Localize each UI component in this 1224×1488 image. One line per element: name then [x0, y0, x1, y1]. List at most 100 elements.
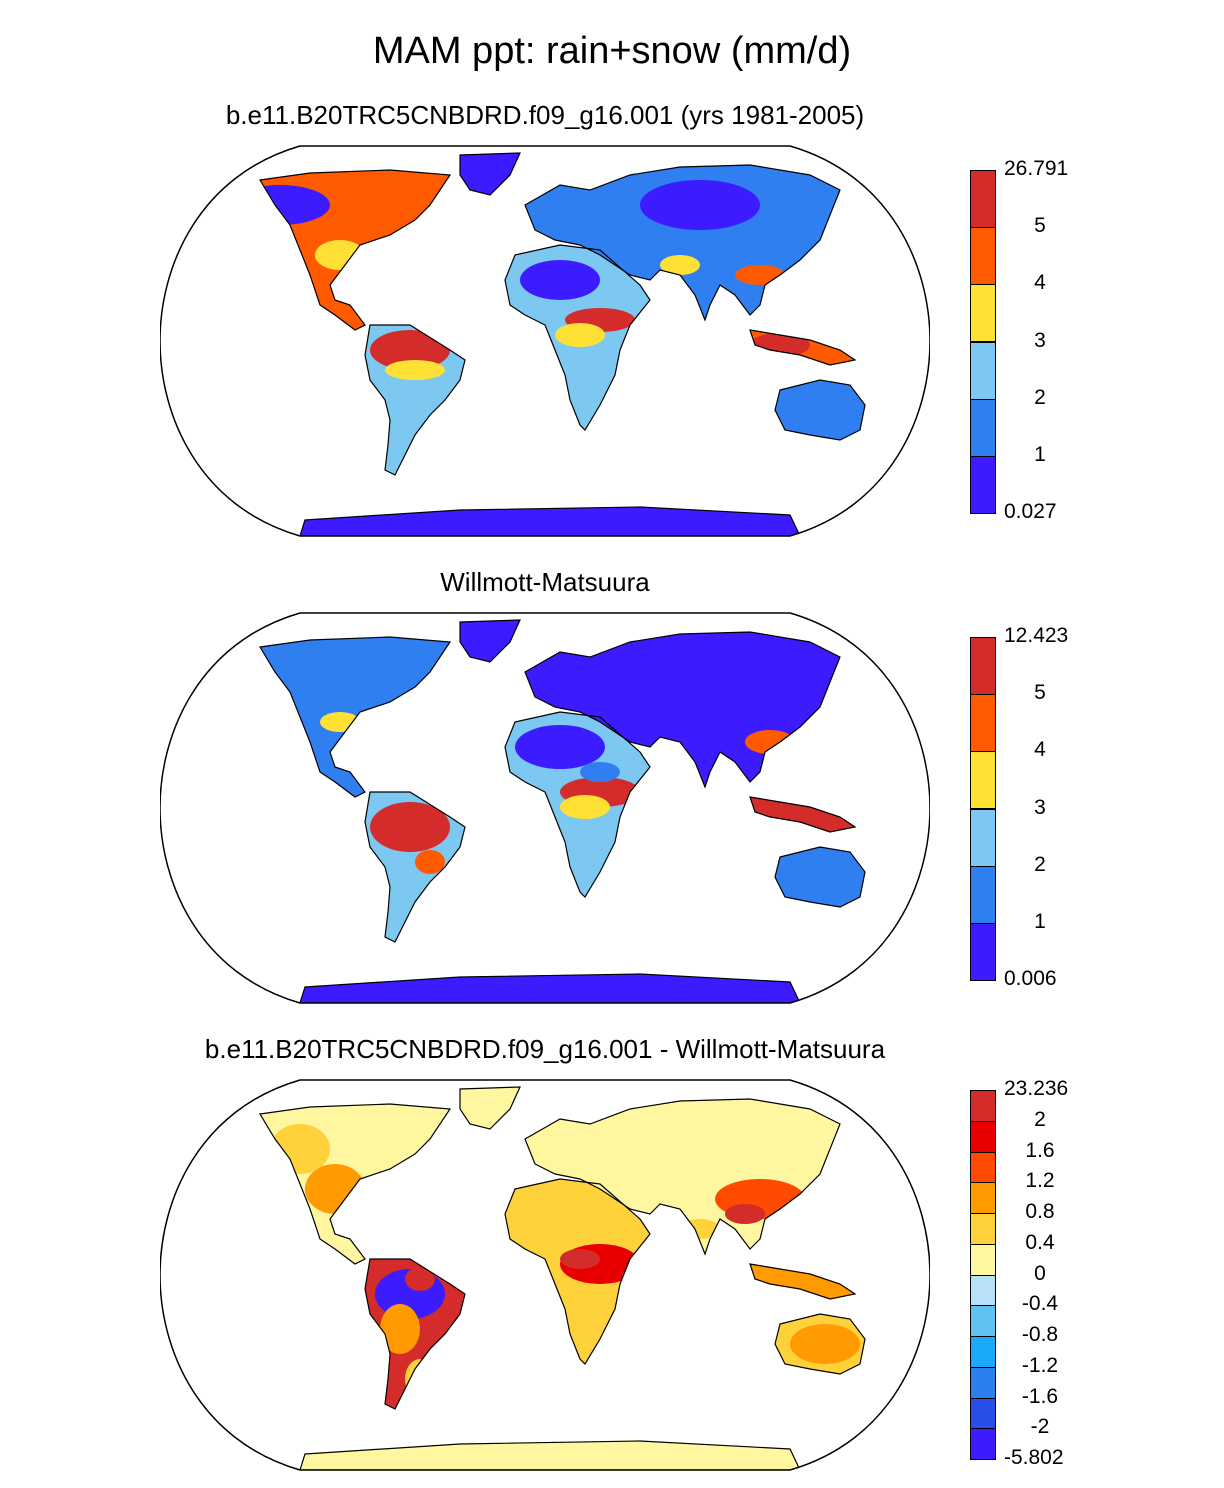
figure-title: MAM ppt: rain+snow (mm/d): [372, 30, 852, 72]
colorbar-swatch: [970, 751, 996, 810]
coastline-namerica: [259, 636, 452, 798]
precip-zone: [560, 795, 610, 819]
precip-zone: [385, 360, 445, 380]
colorbar-swatch: [970, 455, 996, 514]
colorbar-label: 0.4: [1025, 1230, 1055, 1254]
colorbar-swatch: [970, 637, 996, 696]
map-frame: [160, 612, 930, 1004]
coastline-seasia: [749, 796, 857, 833]
colorbar-label: 1.6: [1025, 1138, 1055, 1162]
coastline-eurasia: [524, 164, 841, 322]
panel-2-colorbar: 12.423 5 4 3 2 1 0.006: [970, 624, 1068, 990]
precip-zone: [790, 1324, 860, 1364]
land-region-antarctica: [300, 974, 800, 1003]
land-region-australia: [775, 847, 865, 907]
coastline-samerica: [364, 791, 466, 943]
panel-1-title: b.e11.B20TRC5CNBDRD.f09_g16.001 (yrs 198…: [225, 100, 865, 130]
colorbar-label: 0.8: [1025, 1200, 1055, 1223]
colorbar-label: 1.2: [1025, 1169, 1055, 1193]
precip-zone: [415, 850, 445, 874]
colorbar-label: -1.2: [1021, 1353, 1059, 1377]
colorbar-label: 2: [1034, 1107, 1046, 1131]
precip-zone: [370, 802, 450, 852]
colorbar-swatch: [970, 694, 996, 753]
panel-3-title: b.e11.B20TRC5CNBDRD.f09_g16.001 - Willmo…: [204, 1034, 886, 1064]
colorbar-swatch: [970, 398, 996, 457]
panel-2-title: Willmott-Matsuura: [440, 567, 650, 597]
land-region-greenland: [460, 1087, 520, 1129]
colorbar-swatch: [970, 1274, 996, 1307]
colorbar-label: 0.006: [1004, 967, 1057, 990]
colorbar-swatch: [970, 1090, 996, 1122]
coastline-samerica: [364, 324, 466, 476]
colorbar-label: -0.8: [1021, 1323, 1059, 1346]
precip-zone: [515, 1204, 605, 1234]
panel-3-colorbar: 23.236 2 1.6 1.2 0.8 0.4 0 -0.4 -0.8 -1.2 -1.6 -2 -5…: [970, 1077, 1068, 1469]
colorbar-swatch: [970, 227, 996, 286]
colorbar-label: 4: [1034, 738, 1046, 762]
land-region-antarctica: [300, 507, 800, 536]
colorbar-swatch: [970, 1336, 996, 1368]
land-region-antarctica: [300, 1441, 800, 1470]
precip-zone: [515, 725, 605, 769]
coastline-eurasia: [524, 631, 841, 789]
colorbar-swatch: [970, 1182, 996, 1214]
coastline-namerica: [259, 1103, 452, 1265]
coastline-antarctica: [299, 1440, 801, 1470]
coastline-seasia: [749, 329, 857, 366]
panel-1-map: [160, 145, 930, 537]
coastline-greenland: [459, 1086, 521, 1130]
colorbar-label: 5: [1034, 681, 1046, 705]
precip-zone: [380, 1304, 420, 1354]
colorbar-label: -2: [1030, 1415, 1050, 1439]
land-region-greenland: [460, 153, 520, 195]
coastline-antarctica: [299, 506, 801, 536]
colorbar-swatch: [970, 1151, 996, 1184]
colorbar-label: 23.236: [1004, 1077, 1069, 1100]
colorbar-label: 12.423: [1004, 624, 1069, 647]
coastline-australia: [774, 1313, 866, 1375]
colorbar-label: 2: [1034, 385, 1046, 409]
precip-zone: [660, 255, 700, 275]
colorbar-swatch: [970, 1213, 996, 1245]
colorbar-label: 1: [1034, 909, 1046, 933]
colorbar-label: 4: [1034, 271, 1046, 295]
precip-zone: [640, 180, 760, 230]
land-region-australia: [775, 380, 865, 440]
coastline-greenland: [459, 619, 521, 663]
panel-1-colorbar: 26.791 5 4 3 2 1 0.027: [970, 157, 1068, 523]
land-region-greenland: [460, 620, 520, 662]
map-frame: [160, 145, 930, 537]
map-frame: [160, 1079, 930, 1471]
colorbar-label: 0: [1034, 1261, 1046, 1285]
precip-zone: [560, 1249, 600, 1269]
colorbar-swatch: [970, 865, 996, 924]
colorbar-swatch: [970, 1428, 996, 1460]
colorbar-label: 1: [1034, 442, 1046, 466]
colorbar-label: 3: [1034, 795, 1046, 819]
precip-zone: [405, 1267, 435, 1291]
coastline-eurasia: [524, 1098, 841, 1256]
panel-2-map: [160, 612, 930, 1004]
coastline-samerica: [364, 1258, 466, 1410]
precip-zone: [520, 260, 600, 300]
colorbar-swatch: [970, 170, 996, 229]
colorbar-label: -5.802: [1004, 1446, 1064, 1469]
colorbar-label: 3: [1034, 328, 1046, 352]
precip-zone: [370, 330, 450, 370]
precip-zone: [580, 762, 620, 782]
colorbar-label: 0.027: [1004, 500, 1057, 523]
coastline-greenland: [459, 152, 521, 196]
colorbar-swatch: [970, 1397, 996, 1430]
colorbar-swatch: [970, 341, 996, 400]
colorbar-swatch: [970, 1366, 996, 1399]
precip-zone: [725, 1204, 765, 1224]
coastline-africa: [504, 244, 651, 431]
precip-zone: [260, 185, 330, 225]
colorbar-swatch: [970, 284, 996, 343]
colorbar-label: 26.791: [1004, 157, 1069, 180]
coastline-africa: [504, 711, 651, 898]
coastline-africa: [504, 1178, 651, 1365]
colorbar-swatch: [970, 922, 996, 981]
coastline-namerica: [259, 169, 452, 331]
